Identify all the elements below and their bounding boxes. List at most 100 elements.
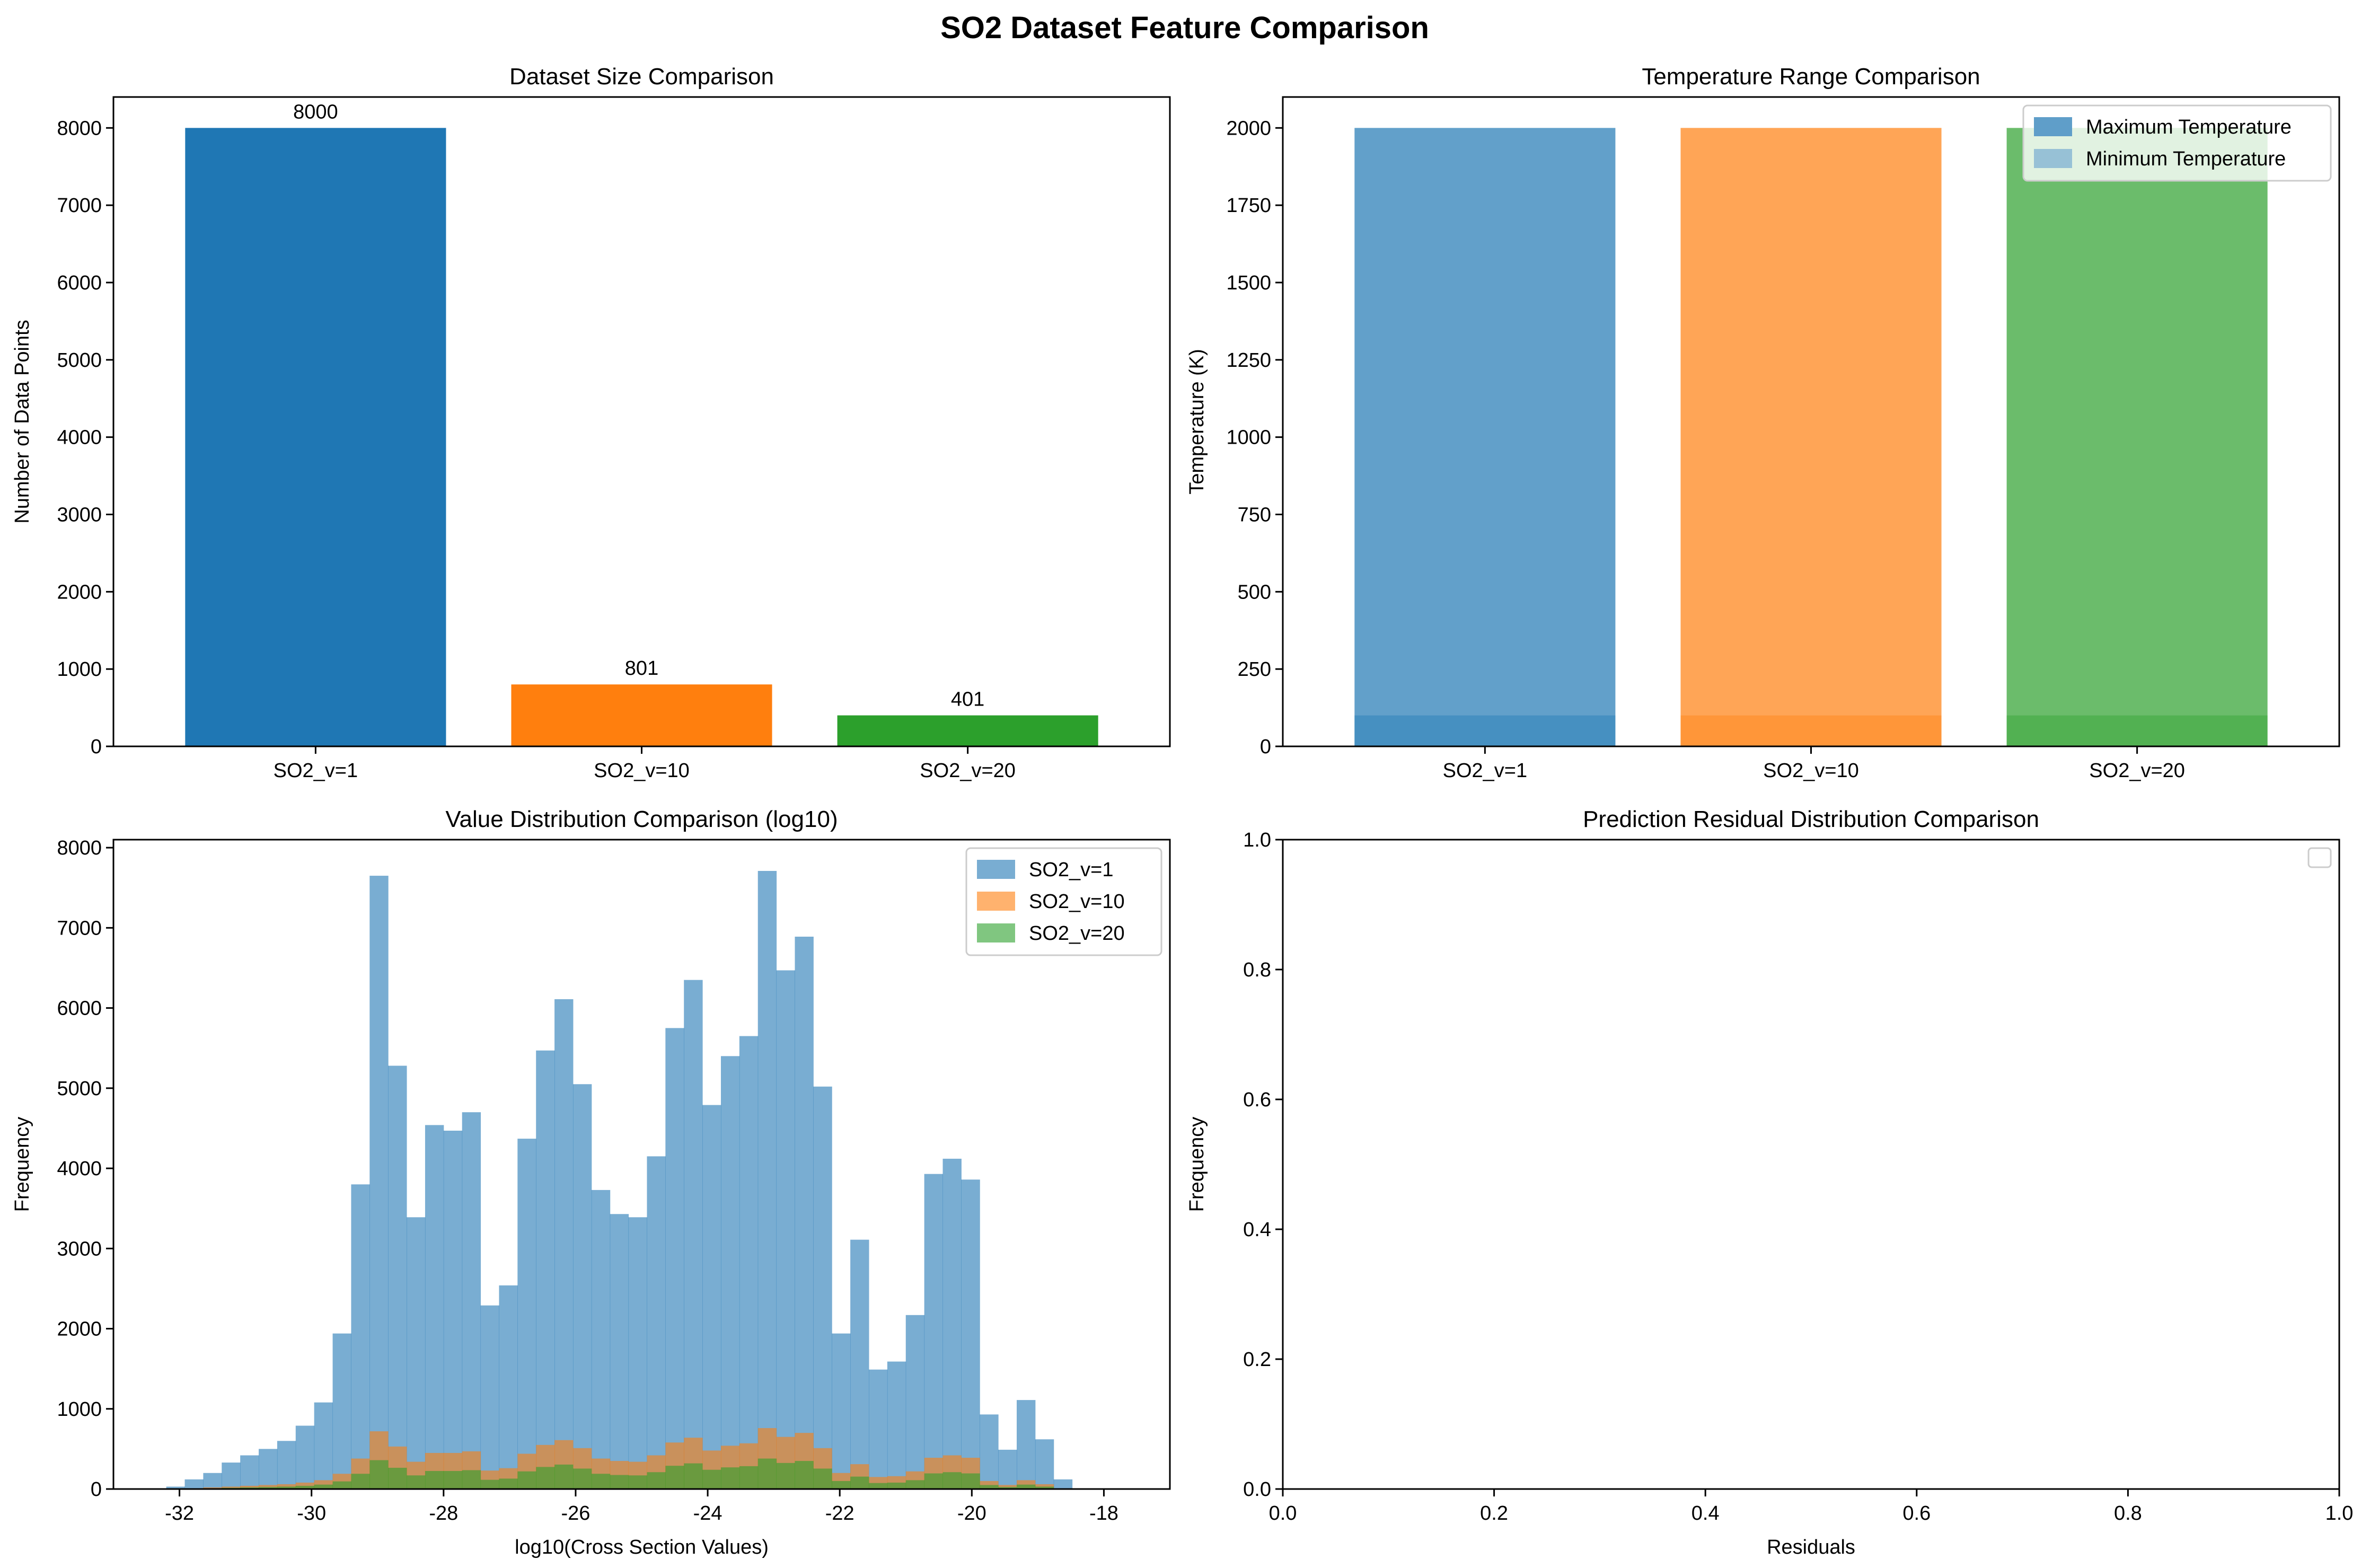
plot-frame bbox=[112, 96, 1171, 747]
histogram-bin bbox=[277, 1486, 296, 1489]
histogram-bin bbox=[757, 1458, 777, 1489]
histogram-bin bbox=[1017, 1400, 1036, 1489]
histogram-bin bbox=[295, 1425, 315, 1489]
histogram-bin bbox=[480, 1479, 499, 1489]
residual-distribution-panel: Prediction Residual Distribution Compari… bbox=[1186, 806, 2353, 1558]
histogram-bin bbox=[628, 1217, 647, 1489]
histogram-bin bbox=[554, 999, 574, 1489]
histogram-bin bbox=[1017, 1484, 1036, 1489]
histogram-bin bbox=[1053, 1479, 1073, 1489]
x-tick-label: -20 bbox=[957, 1502, 986, 1525]
histogram-bin bbox=[980, 1485, 999, 1489]
histogram-bin bbox=[351, 1184, 370, 1489]
x-tick-label: SO2_v=10 bbox=[1763, 760, 1859, 782]
histogram-bin bbox=[610, 1214, 629, 1489]
histogram-bin bbox=[942, 1472, 962, 1489]
histogram-bin bbox=[388, 1065, 407, 1489]
histogram-bin bbox=[813, 1086, 832, 1489]
x-tick-label: -22 bbox=[825, 1502, 854, 1525]
panel-title: Value Distribution Comparison (log10) bbox=[445, 806, 838, 832]
bar bbox=[1354, 715, 1616, 746]
y-tick-label: 0.8 bbox=[1243, 959, 1271, 981]
histogram-bin bbox=[369, 876, 389, 1489]
value-distribution-panel: Value Distribution Comparison (log10) Fre… bbox=[11, 806, 1171, 1558]
histogram-bin bbox=[591, 1474, 611, 1489]
x-tick-label: 0.2 bbox=[1480, 1502, 1508, 1525]
histogram-bin bbox=[628, 1475, 647, 1489]
histogram-bin bbox=[572, 1084, 592, 1489]
y-tick-label: 0.2 bbox=[1243, 1349, 1271, 1371]
histogram-bin bbox=[1035, 1439, 1054, 1489]
y-tick-label: 6000 bbox=[57, 998, 102, 1020]
histogram-bin bbox=[517, 1139, 536, 1489]
histogram-bin bbox=[332, 1333, 351, 1489]
x-tick-label: SO2_v=20 bbox=[2089, 760, 2185, 782]
x-tick-label: SO2_v=20 bbox=[920, 760, 1016, 782]
bar bbox=[511, 684, 772, 746]
y-tick-label: 750 bbox=[1238, 504, 1271, 526]
histogram-bin bbox=[739, 1036, 759, 1489]
histogram-bin bbox=[924, 1473, 944, 1489]
histogram-bin bbox=[980, 1414, 999, 1489]
bar-data-label: 8000 bbox=[293, 101, 338, 123]
bar bbox=[837, 715, 1098, 746]
panel-title: Temperature Range Comparison bbox=[1642, 64, 1980, 90]
legend-swatch bbox=[2034, 149, 2072, 168]
plot-frame bbox=[1282, 839, 2340, 1490]
histogram-bin bbox=[942, 1158, 962, 1489]
histogram-bin bbox=[665, 1028, 684, 1489]
histogram-bin bbox=[905, 1315, 925, 1489]
x-tick-label: -28 bbox=[429, 1502, 458, 1525]
histogram-bin bbox=[314, 1484, 333, 1489]
histogram-bin bbox=[998, 1487, 1017, 1489]
y-tick-label: 8000 bbox=[57, 117, 102, 139]
bar bbox=[2006, 128, 2268, 746]
histogram-bin bbox=[480, 1305, 499, 1489]
histogram-bin bbox=[850, 1476, 869, 1489]
histogram-bin bbox=[665, 1466, 684, 1489]
y-tick-label: 5000 bbox=[57, 1078, 102, 1100]
y-tick-label: 0.0 bbox=[1243, 1478, 1271, 1501]
histogram-bin bbox=[1035, 1486, 1054, 1489]
histogram-bin bbox=[647, 1472, 666, 1489]
histogram-bin bbox=[610, 1475, 629, 1489]
histogram-bin bbox=[702, 1105, 721, 1489]
histogram-bin bbox=[591, 1190, 611, 1489]
y-tick-label: 3000 bbox=[57, 1238, 102, 1260]
histogram-bin bbox=[407, 1217, 426, 1489]
x-tick-label: 0.6 bbox=[1902, 1502, 1931, 1525]
y-tick-label: 1250 bbox=[1226, 349, 1271, 372]
x-tick-label: 0.8 bbox=[2114, 1502, 2142, 1525]
legend-swatch bbox=[977, 860, 1015, 879]
legend-label: SO2_v=1 bbox=[1029, 859, 1114, 881]
x-tick-label: SO2_v=10 bbox=[594, 760, 690, 782]
y-tick-label: 2000 bbox=[1226, 117, 1271, 139]
bar bbox=[1680, 715, 1942, 746]
histogram-bin bbox=[462, 1112, 481, 1489]
x-tick-label: -24 bbox=[693, 1502, 723, 1525]
histogram-bin bbox=[961, 1473, 980, 1489]
histogram-bin bbox=[407, 1475, 426, 1489]
histogram-bin bbox=[184, 1479, 204, 1489]
histogram-bin bbox=[554, 1464, 574, 1489]
y-tick-label: 1.0 bbox=[1243, 829, 1271, 851]
temperature-range-panel: Temperature Range Comparison Temperature … bbox=[1186, 64, 2340, 782]
y-tick-label: 0 bbox=[1260, 736, 1271, 758]
histogram-bin bbox=[332, 1481, 351, 1489]
y-tick-label: 2000 bbox=[57, 581, 102, 603]
bar-data-label: 801 bbox=[625, 657, 658, 680]
y-axis-label: Frequency bbox=[11, 1117, 33, 1212]
histogram-bin bbox=[720, 1467, 740, 1489]
y-axis-label: Number of Data Points bbox=[11, 320, 33, 523]
histogram-bin bbox=[647, 1156, 666, 1489]
figure-title: SO2 Dataset Feature Comparison bbox=[940, 11, 1429, 45]
x-tick-label: -32 bbox=[165, 1502, 194, 1525]
y-tick-label: 7000 bbox=[57, 917, 102, 939]
y-tick-label: 500 bbox=[1238, 581, 1271, 603]
histogram-bin bbox=[850, 1239, 869, 1489]
x-tick-label: SO2_v=1 bbox=[274, 760, 358, 782]
histogram-bin bbox=[517, 1471, 536, 1489]
legend-label: Minimum Temperature bbox=[2086, 148, 2286, 170]
histogram-bin bbox=[425, 1125, 444, 1489]
